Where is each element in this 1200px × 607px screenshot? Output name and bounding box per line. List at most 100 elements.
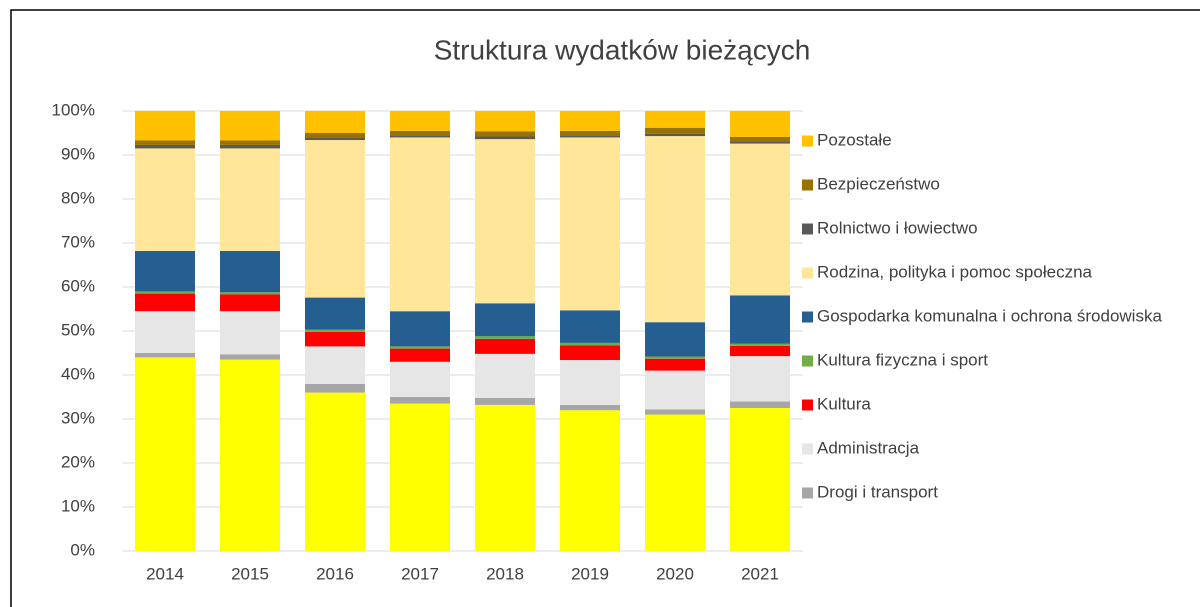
bar-segment bbox=[390, 111, 450, 131]
bar-segment bbox=[560, 135, 620, 138]
bar-segment bbox=[135, 144, 195, 149]
bar-segment bbox=[135, 250, 195, 292]
bar-segment bbox=[560, 137, 620, 311]
y-tick-label: 70% bbox=[61, 232, 95, 251]
bar-segment bbox=[305, 331, 365, 347]
legend-label: Rodzina, polityka i pomoc społeczna bbox=[817, 262, 1093, 281]
bar-segment bbox=[305, 297, 365, 330]
y-tick-label: 10% bbox=[61, 496, 95, 515]
y-tick-label: 30% bbox=[61, 408, 95, 427]
x-tick-label: 2016 bbox=[316, 564, 354, 583]
bar-segment bbox=[305, 111, 365, 133]
bar-segment bbox=[135, 148, 195, 251]
bar-segment bbox=[730, 345, 790, 357]
bar-segment bbox=[135, 311, 195, 353]
bar-segment bbox=[645, 133, 705, 137]
bar-segment bbox=[475, 136, 535, 140]
bar-segment bbox=[475, 131, 535, 137]
bar-segment bbox=[475, 338, 535, 354]
bar-segment bbox=[560, 130, 620, 136]
y-tick-label: 100% bbox=[52, 100, 95, 119]
bar-segment bbox=[390, 135, 450, 138]
bar-segment bbox=[475, 336, 535, 339]
bar-segment bbox=[390, 403, 450, 551]
legend-label: Pozostałe bbox=[817, 130, 892, 149]
bar-segment bbox=[220, 292, 280, 295]
bar-segment bbox=[220, 311, 280, 355]
bar-segment bbox=[220, 250, 280, 293]
bar-segment bbox=[560, 360, 620, 405]
bar-segment bbox=[475, 404, 535, 551]
bar-segment bbox=[135, 353, 195, 358]
bar-segment bbox=[390, 361, 450, 397]
y-tick-label: 80% bbox=[61, 188, 95, 207]
bar-segment bbox=[730, 401, 790, 408]
bar-segment bbox=[475, 353, 535, 398]
bar-segment bbox=[220, 140, 280, 145]
x-tick-label: 2014 bbox=[146, 564, 184, 583]
bar-segment bbox=[220, 294, 280, 312]
bar-segment bbox=[390, 311, 450, 347]
legend-swatch bbox=[802, 487, 813, 499]
legend-label: Gospodarka komunalna i ochrona środowisk… bbox=[817, 306, 1162, 325]
bar-segment bbox=[560, 342, 620, 346]
bar-segment bbox=[390, 348, 450, 362]
frame bbox=[10, 9, 1200, 607]
y-tick-label: 0% bbox=[70, 540, 95, 559]
bar-segment bbox=[135, 291, 195, 294]
bar-segment bbox=[390, 397, 450, 404]
bar-segment bbox=[390, 130, 450, 136]
bar-segment bbox=[390, 137, 450, 312]
bar-segment bbox=[645, 356, 705, 359]
y-tick-label: 90% bbox=[61, 144, 95, 163]
bar-segment bbox=[135, 293, 195, 312]
bar-segment bbox=[135, 111, 195, 141]
legend-label: Kultura bbox=[817, 394, 871, 413]
bar-segment bbox=[730, 356, 790, 402]
bar-segment bbox=[135, 140, 195, 145]
legend-swatch bbox=[802, 311, 813, 323]
legend-label: Administracja bbox=[817, 438, 920, 457]
bar-segment bbox=[560, 410, 620, 551]
bar-segment bbox=[475, 139, 535, 304]
bar-segment bbox=[730, 143, 790, 296]
bar-segment bbox=[220, 144, 280, 149]
bar-segment bbox=[560, 404, 620, 411]
bar-segment bbox=[305, 137, 365, 141]
bar-segment bbox=[730, 141, 790, 144]
y-tick-label: 40% bbox=[61, 364, 95, 383]
bar-segment bbox=[560, 345, 620, 361]
x-tick-label: 2021 bbox=[741, 564, 779, 583]
bar-segment bbox=[645, 370, 705, 410]
bar-segment bbox=[305, 329, 365, 332]
legend-swatch bbox=[802, 267, 813, 279]
bar-segment bbox=[645, 322, 705, 357]
bar-segment bbox=[645, 358, 705, 371]
bar-segment bbox=[390, 346, 450, 349]
legend-swatch bbox=[802, 135, 813, 147]
bar-segment bbox=[135, 357, 195, 551]
y-tick-label: 20% bbox=[61, 452, 95, 471]
legend-swatch bbox=[802, 223, 813, 235]
bar-segment bbox=[305, 346, 365, 384]
bar-segment bbox=[560, 111, 620, 131]
legend-swatch bbox=[802, 399, 813, 411]
x-tick-label: 2019 bbox=[571, 564, 609, 583]
bar-segment bbox=[305, 140, 365, 298]
bar-segment bbox=[730, 408, 790, 551]
bar-segment bbox=[220, 111, 280, 141]
bar-segment bbox=[730, 136, 790, 142]
x-tick-label: 2020 bbox=[656, 564, 694, 583]
legend-swatch bbox=[802, 443, 813, 455]
bar-segment bbox=[730, 295, 790, 344]
bar-segment bbox=[645, 414, 705, 551]
bar-segment bbox=[475, 111, 535, 132]
legend-swatch bbox=[802, 355, 813, 367]
bar-segment bbox=[220, 148, 280, 251]
bar-segment bbox=[730, 343, 790, 346]
bar-segment bbox=[645, 111, 705, 128]
bar-segment bbox=[645, 127, 705, 134]
bar-segment bbox=[305, 383, 365, 393]
bar-segment bbox=[730, 111, 790, 137]
